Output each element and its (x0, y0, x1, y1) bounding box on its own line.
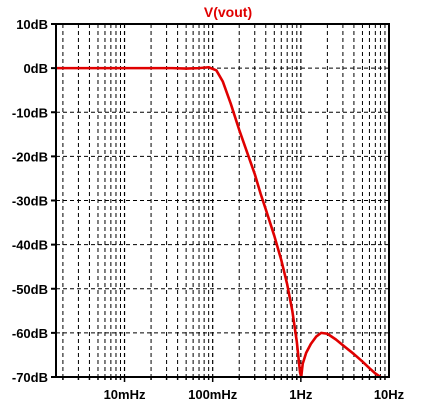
x-tick-label: 1Hz (289, 387, 313, 402)
y-tick-label: -70dB (12, 370, 48, 385)
series-layer (56, 65, 383, 377)
x-tick-label: 100mHz (188, 387, 238, 402)
y-tick-label: 0dB (23, 61, 48, 76)
y-tick-label: 10dB (16, 17, 48, 32)
y-axis-labels: 10dB 0dB -10dB -20dB -30dB -40dB -50dB -60dB -70… (12, 17, 48, 385)
y-tick-label: -30dB (12, 194, 48, 209)
x-tick-label: 10mHz (104, 387, 146, 402)
series-line-vout (56, 65, 383, 377)
tick-marks (51, 23, 386, 382)
y-tick-label: -10dB (12, 105, 48, 120)
plot-title: V(vout) (204, 4, 252, 20)
x-axis-labels: 10mHz 100mHz 1Hz 10Hz (104, 387, 405, 402)
y-tick-label: -60dB (12, 326, 48, 341)
y-tick-label: -20dB (12, 149, 48, 164)
y-tick-label: -50dB (12, 282, 48, 297)
plot-grid (56, 24, 389, 377)
x-tick-label: 10Hz (374, 387, 405, 402)
y-tick-label: -40dB (12, 238, 48, 253)
